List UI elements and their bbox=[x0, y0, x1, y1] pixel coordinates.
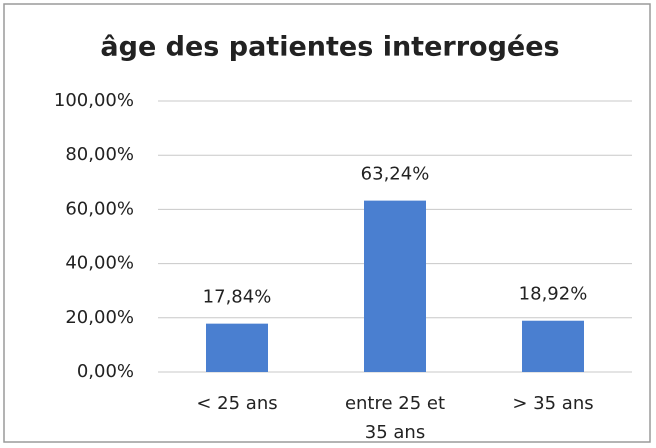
data-label: 17,84% bbox=[203, 287, 272, 308]
chart-title: âge des patientes interrogées bbox=[100, 32, 559, 63]
bar bbox=[206, 323, 268, 372]
x-tick-label: entre 25 et 35 ans bbox=[345, 393, 445, 443]
x-tick-label: < 25 ans bbox=[196, 393, 277, 414]
y-tick-label: 40,00% bbox=[65, 253, 134, 274]
data-label: 63,24% bbox=[361, 164, 430, 185]
y-tick-label: 80,00% bbox=[65, 144, 134, 165]
y-tick-label: 60,00% bbox=[65, 198, 134, 219]
data-label: 18,92% bbox=[519, 284, 588, 305]
y-tick-label: 100,00% bbox=[54, 90, 134, 111]
bar bbox=[364, 200, 426, 372]
y-tick-label: 0,00% bbox=[77, 361, 134, 382]
bar bbox=[522, 320, 584, 372]
y-tick-label: 20,00% bbox=[65, 307, 134, 328]
x-tick-label: > 35 ans bbox=[512, 393, 593, 414]
